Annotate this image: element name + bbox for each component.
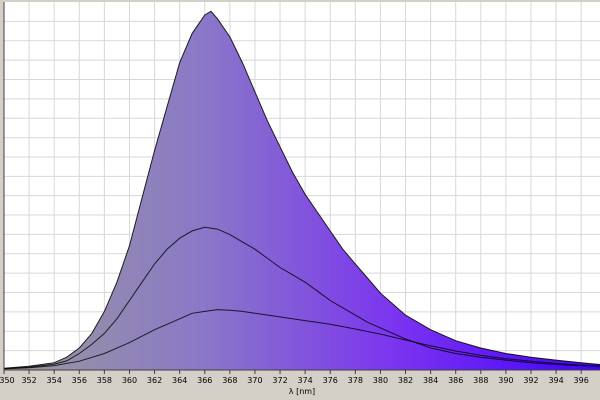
x-tick-label: 382 [398,376,413,385]
x-tick-label: 396 [574,376,589,385]
series-1-line [3,10,600,369]
x-tick-label: 360 [122,376,137,385]
x-tick-label: 366 [197,376,212,385]
x-tick-label: 370 [247,376,262,385]
series-group [3,10,600,371]
series-3-line [3,309,600,370]
x-tick-label: 372 [272,376,287,385]
x-tick-label: 388 [473,376,488,385]
x-tick-label: 386 [448,376,463,385]
x-tick-label: 354 [47,376,62,385]
x-tick-label: 378 [348,376,363,385]
x-tick-label: 352 [21,376,36,385]
x-tick-label: 392 [523,376,538,385]
x-tick-label: 364 [172,376,187,385]
x-axis-ticks: 350 352 354 356 358 360 362 364 366 368 370 372 374 3… [0,370,589,385]
x-tick-label: 350 [0,376,15,385]
x-tick-label: 356 [72,376,87,385]
x-tick-label: 368 [222,376,237,385]
x-tick-label: 384 [423,376,438,385]
x-tick-label: 362 [147,376,162,385]
x-tick-label: 358 [97,376,112,385]
series-1-area [4,11,600,371]
x-tick-label: 390 [498,376,513,385]
x-axis-label: λ [nm] [289,387,315,396]
x-tick-label: 374 [297,376,312,385]
x-tick-label: 376 [323,376,338,385]
x-tick-label: 394 [548,376,563,385]
x-tick-label: 380 [373,376,388,385]
series-2-line [3,226,600,369]
